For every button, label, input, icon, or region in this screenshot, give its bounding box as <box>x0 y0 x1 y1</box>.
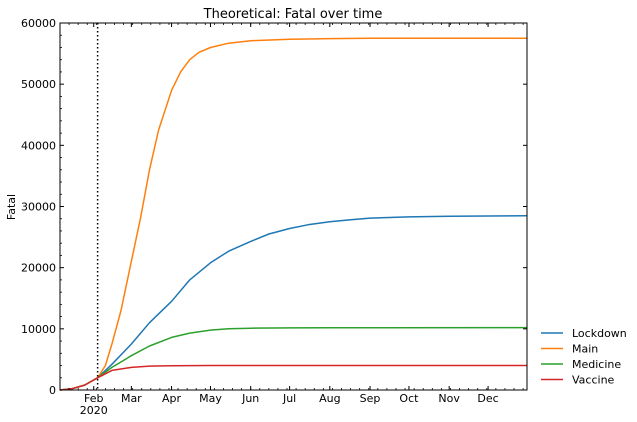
x-tick-year-label: 2020 <box>80 404 108 417</box>
plot-area <box>59 23 528 391</box>
y-axis-label: Fatal <box>5 194 18 220</box>
x-tick-label: Aug <box>319 392 340 405</box>
legend-label-vaccine: Vaccine <box>572 374 615 387</box>
y-tick-label: 40000 <box>21 139 56 152</box>
legend-label-lockdown: Lockdown <box>572 327 627 340</box>
y-tick-label: 50000 <box>21 78 56 91</box>
y-tick-label: 60000 <box>21 17 56 30</box>
legend-label-main: Main <box>572 343 598 356</box>
x-tick-label: Apr <box>162 392 182 405</box>
x-tick-label: Feb <box>84 392 103 405</box>
y-tick-label: 0 <box>49 384 56 397</box>
series-line-lockdown <box>59 214 528 391</box>
series-line-main <box>59 37 527 391</box>
y-tick-label: 30000 <box>21 201 56 214</box>
x-tick-label: Jun <box>241 392 259 405</box>
plot-frame <box>59 22 528 391</box>
x-tick-label: Oct <box>399 392 419 405</box>
x-tick-label: Nov <box>438 392 460 405</box>
x-tick-label: Dec <box>477 392 498 405</box>
x-tick-label: Mar <box>121 392 142 405</box>
legend: Lockdown Main Medicine Vaccine <box>541 327 627 387</box>
series-line-medicine <box>59 326 528 391</box>
x-tick-label: May <box>199 392 222 405</box>
series-line-vaccine <box>59 364 527 391</box>
chart-title: Theoretical: Fatal over time <box>203 7 383 22</box>
x-tick-label: Jul <box>282 392 296 405</box>
y-tick-label: 20000 <box>21 262 56 275</box>
legend-label-medicine: Medicine <box>572 358 621 371</box>
y-tick-label: 10000 <box>21 323 56 336</box>
x-tick-label: Sep <box>360 392 381 405</box>
